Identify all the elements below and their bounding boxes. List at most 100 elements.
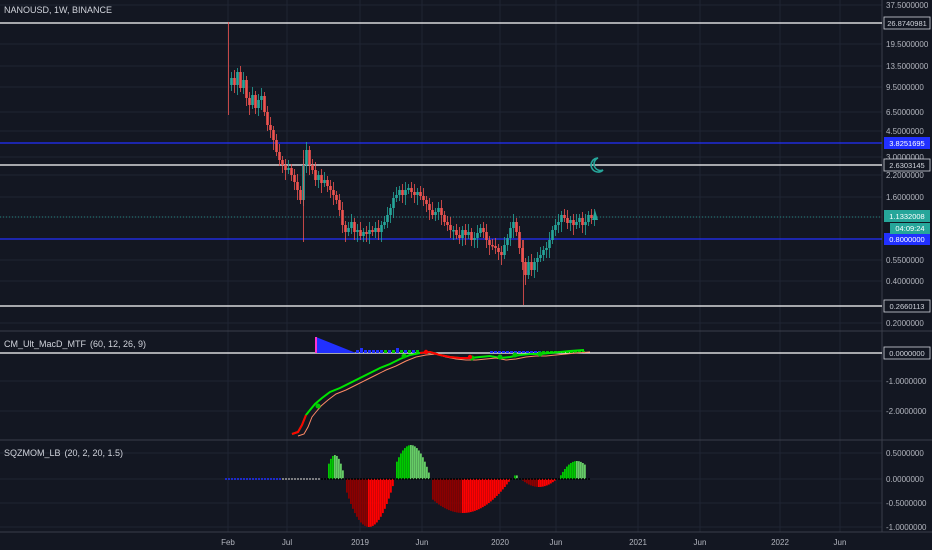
sqz-histogram-bar: [376, 479, 378, 523]
candle-body: [413, 192, 416, 195]
sqz-dot: [285, 478, 287, 480]
candle-body: [257, 100, 260, 108]
candle-body: [575, 222, 578, 225]
candle-body: [308, 150, 311, 165]
candle-body: [458, 235, 461, 238]
candle-body: [506, 238, 509, 245]
sqz-dot: [492, 478, 494, 480]
sqz-histogram-bar: [448, 479, 450, 511]
macd-histogram-bar: [570, 351, 573, 353]
sqz-dot: [297, 478, 299, 480]
sqz-panel-title: SQZMOM_LB (20, 2, 20, 1.5): [4, 448, 124, 458]
sqz-dot: [480, 478, 482, 480]
candle-body: [527, 262, 530, 275]
sqz-dot: [447, 478, 449, 480]
sqz-histogram-bar: [378, 479, 380, 520]
candle-body: [281, 160, 284, 165]
macd-line-segment: [291, 414, 307, 435]
sqz-histogram-bar: [328, 463, 330, 479]
sqz-dot: [519, 478, 521, 480]
hline-price-label: 0.8000000: [889, 235, 924, 244]
sqz-histogram-bar: [542, 479, 544, 487]
macd-histogram-bar: [396, 348, 399, 353]
candle-body: [515, 222, 518, 232]
sqz-histogram-bar: [502, 479, 504, 490]
sqz-histogram-bar: [498, 479, 500, 494]
sqz-dot: [504, 478, 506, 480]
sqz-dot: [273, 478, 275, 480]
macd-cross-dot: [537, 351, 543, 357]
sqz-histogram-bar: [526, 479, 528, 484]
sqz-dot: [348, 478, 350, 480]
macd-panel-title: CM_Ult_MacD_MTF (60, 12, 26, 9): [4, 339, 147, 349]
macd-histogram-bar: [384, 350, 387, 353]
price-axis-label: 6.5000000: [886, 108, 924, 117]
macd-axis-label: -1.0000000: [886, 377, 927, 386]
sqz-dot: [423, 478, 425, 480]
sqz-dot: [330, 478, 332, 480]
sqz-dot: [276, 478, 278, 480]
macd-cross-dot: [497, 354, 503, 360]
sqz-dot: [573, 478, 575, 480]
sqz-dot: [444, 478, 446, 480]
sqz-dot: [501, 478, 503, 480]
candle-body: [311, 165, 314, 170]
sqz-histogram-bar: [490, 479, 492, 502]
candle-body: [476, 233, 479, 238]
price-axis-label: 3.0000000: [886, 153, 924, 162]
sqz-dot: [474, 478, 476, 480]
price-axis-label: 1.6000000: [886, 193, 924, 202]
hline-price-label: 3.8251695: [889, 139, 924, 148]
candle-body: [374, 228, 377, 232]
sqz-histogram-bar: [532, 479, 534, 487]
candle-body: [290, 168, 293, 175]
sqz-histogram-bar: [574, 461, 576, 479]
sqz-histogram-bar: [488, 479, 490, 504]
time-axis-label: Jun: [550, 538, 563, 547]
time-axis-label: Jul: [282, 538, 292, 547]
macd-cross-dot: [423, 349, 429, 355]
sqz-dot: [534, 478, 536, 480]
sqz-histogram-bar: [546, 479, 548, 486]
sqz-histogram-bar: [334, 455, 336, 479]
sqz-dot: [264, 478, 266, 480]
candle-body: [581, 218, 584, 225]
sqz-histogram-bar: [476, 479, 478, 511]
candle-body: [275, 140, 278, 152]
macd-histogram-bar: [360, 348, 363, 353]
countdown-label: 04:09:24: [895, 224, 924, 233]
sqz-dot: [399, 478, 401, 480]
sqz-dot: [516, 478, 518, 480]
sqz-dot: [363, 478, 365, 480]
countdown-badge: [890, 223, 930, 234]
macd-histogram-bar: [372, 350, 375, 353]
sqz-dot: [372, 478, 374, 480]
hline-price-label: 26.8740981: [887, 19, 927, 28]
sqz-histogram-bar: [366, 479, 368, 527]
sqz-histogram-bar: [508, 479, 510, 482]
macd-histogram-bar: [510, 351, 513, 353]
macd-line-segment: [419, 350, 470, 359]
sqz-dot: [246, 478, 248, 480]
sqz-histogram-bar: [482, 479, 484, 508]
sqz-dot: [339, 478, 341, 480]
candle-body: [362, 232, 365, 236]
sqz-dot: [417, 478, 419, 480]
sqz-histogram-bar: [404, 448, 406, 479]
sqz-dot: [537, 478, 539, 480]
sqz-histogram-bar: [428, 472, 430, 479]
macd-histogram-bar: [316, 337, 356, 353]
macd-histogram-bar: [518, 351, 521, 353]
sqz-histogram-bar: [398, 457, 400, 479]
candle-body: [566, 218, 569, 223]
sqz-dot: [435, 478, 437, 480]
candle-body: [437, 208, 440, 212]
sqz-histogram-bar: [550, 479, 552, 484]
sqz-histogram-bar: [564, 469, 566, 479]
sqz-histogram-bar: [330, 458, 332, 479]
sqz-histogram-bar: [446, 479, 448, 510]
sqz-dot: [354, 478, 356, 480]
sqz-histogram-bar: [416, 448, 418, 479]
